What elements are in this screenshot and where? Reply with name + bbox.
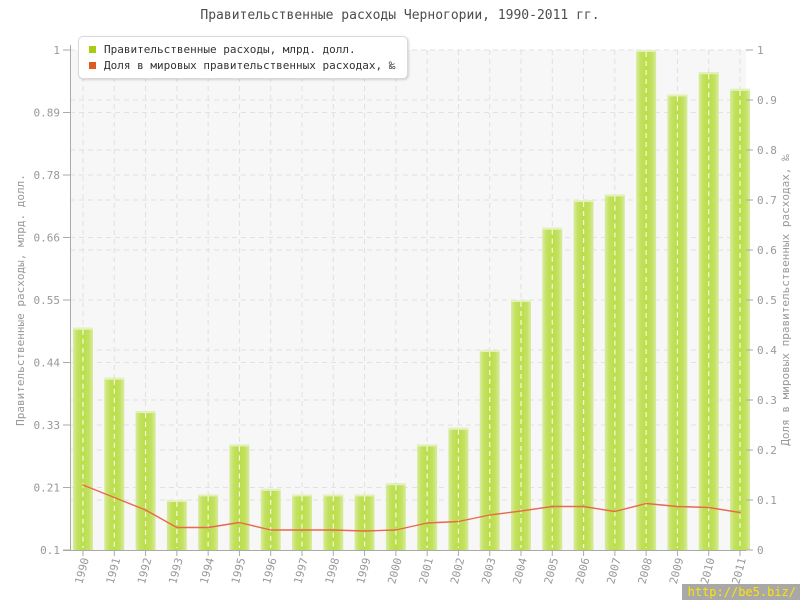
y-axis-left-title: Правительственные расходы, млрд. долл.	[14, 174, 27, 426]
bar-1994	[198, 494, 219, 550]
y-axis-right-tick-label: 0.3	[757, 394, 777, 407]
y-axis-left-tick-label: 0.21	[34, 482, 61, 495]
legend: Правительственные расходы, млрд. долл. Д…	[78, 36, 409, 79]
x-axis-tick-label: 2003	[479, 556, 498, 585]
y-axis-right-tick-label: 0.5	[757, 294, 777, 307]
bar-cap	[229, 444, 250, 447]
bar-cap	[667, 94, 688, 97]
bar-2003	[479, 350, 500, 550]
x-axis-tick-label: 2007	[604, 556, 623, 585]
x-axis-tick-label: 1998	[323, 556, 342, 585]
y-axis-right-tick-label: 1	[757, 44, 764, 57]
bar-cap	[542, 227, 563, 230]
bar-2002	[448, 427, 469, 550]
x-axis-tick-label: 2000	[385, 556, 404, 585]
x-axis-tick-label: 2004	[510, 556, 530, 585]
bar-cap	[417, 444, 438, 447]
bar-1997	[292, 494, 312, 550]
line-series-swatch	[89, 61, 96, 69]
bar-cap	[730, 88, 750, 91]
y-axis-right-tick-label: 0.6	[757, 244, 777, 257]
x-axis-tick-label: 1990	[72, 556, 91, 585]
share-line	[82, 484, 741, 532]
y-axis-left-tick-label: 0.33	[34, 419, 61, 432]
x-axis-tick-label: 2011	[729, 556, 748, 585]
bar-cap	[636, 50, 657, 52]
y-axis-left-tick-label: 0.44	[34, 357, 61, 370]
bar-cap	[698, 72, 719, 75]
legend-item-bars: Правительственные расходы, млрд. долл.	[89, 41, 395, 57]
bar-cap	[260, 488, 281, 491]
x-axis-tick-label: 2010	[698, 556, 717, 585]
x-axis-tick-label: 2009	[667, 556, 686, 585]
bar-1999	[354, 494, 375, 550]
bar-cap	[135, 411, 156, 414]
x-axis-tick-label: 1993	[166, 556, 185, 585]
y-axis-left-tick-label: 0.55	[34, 294, 61, 307]
x-axis-tick-label: 2008	[636, 556, 655, 585]
bar-cap	[166, 500, 187, 502]
y-axis-right-tick-label: 0.8	[757, 144, 777, 157]
y-axis-right-tick-label: 0.4	[757, 344, 777, 357]
x-axis-tick-label: 1995	[229, 556, 248, 585]
x-axis-tick-label: 2002	[448, 556, 467, 585]
bar-cap	[479, 350, 500, 352]
bar-cap	[448, 427, 469, 430]
y-axis-right-tick-label: 0.7	[757, 194, 777, 207]
watermark-link[interactable]: http://be5.biz/	[681, 584, 800, 600]
y-axis-left-tick-label: 0.1	[40, 544, 60, 557]
x-axis-tick-label: 1991	[104, 556, 123, 585]
bar-2004	[511, 300, 531, 550]
x-axis-tick-label: 1992	[135, 556, 154, 585]
x-axis-tick-label: 2001	[417, 556, 436, 585]
y-axis-right-tick-label: 0.9	[757, 94, 777, 107]
y-axis-left-tick-label: 1	[53, 44, 60, 57]
chart-title: Правительственные расходы Черногории, 19…	[200, 8, 600, 23]
y-axis-right-tick-label: 0	[757, 544, 764, 557]
y-axis-left-tick-label: 0.66	[34, 232, 61, 245]
bar-cap	[385, 483, 406, 486]
bar-cap	[104, 377, 125, 380]
x-axis-tick-label: 2006	[573, 556, 592, 585]
x-axis-tick-label: 1996	[260, 556, 279, 585]
bar-cap	[604, 194, 625, 197]
bar-1998	[323, 494, 344, 550]
bar-cap	[354, 494, 375, 497]
legend-label-line: Доля в мировых правительственных расхода…	[104, 58, 396, 72]
y-axis-left-tick-label: 0.78	[34, 169, 61, 182]
bar-cap	[73, 327, 93, 330]
x-axis-tick-label: 1999	[354, 556, 373, 585]
y-axis-right-tick-label: 0.1	[757, 494, 777, 507]
bar-cap	[292, 494, 312, 497]
bar-series-swatch	[89, 45, 96, 53]
legend-item-line: Доля в мировых правительственных расхода…	[89, 57, 395, 73]
x-axis-tick-label: 1994	[198, 556, 218, 585]
y-axis-left-tick-label: 0.89	[34, 107, 61, 120]
bar-cap	[573, 200, 594, 202]
legend-label-bars: Правительственные расходы, млрд. долл.	[104, 42, 356, 56]
x-axis-tick-label: 1997	[291, 556, 310, 585]
y-axis-right-title: Доля в мировых правительственных расхода…	[779, 154, 792, 446]
x-axis-tick-label: 2005	[542, 556, 561, 585]
y-axis-right-tick-label: 0.2	[757, 444, 777, 457]
bar-cap	[511, 300, 531, 302]
bar-2005	[542, 227, 563, 550]
bar-cap	[198, 494, 219, 497]
bar-cap	[323, 494, 344, 497]
